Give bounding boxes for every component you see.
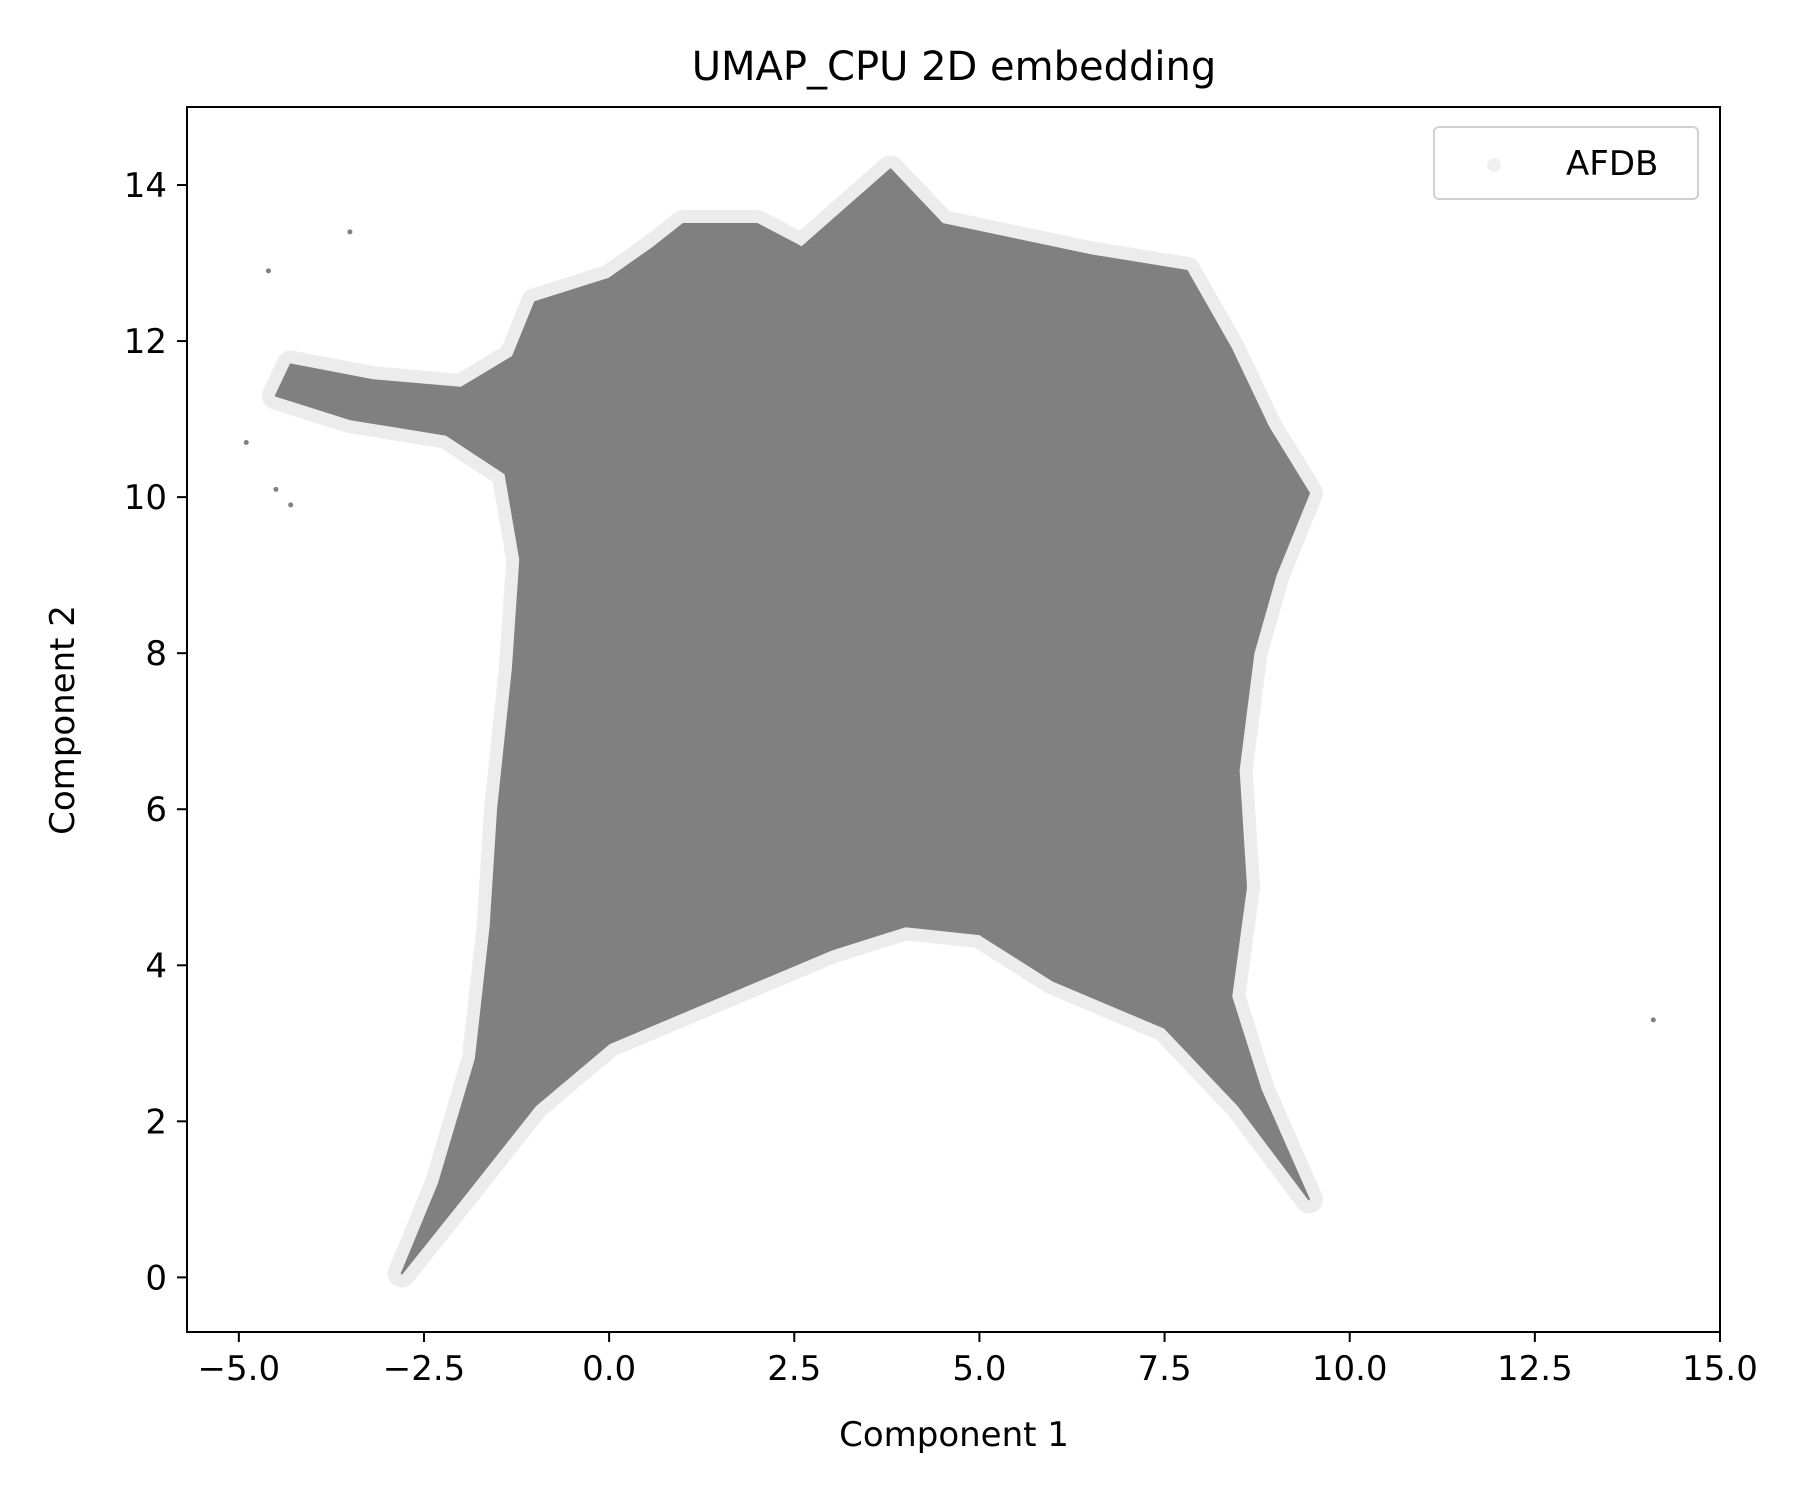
outlier-point	[265, 268, 271, 274]
y-tick-label: 14	[124, 166, 167, 206]
y-tick-label: 4	[145, 946, 167, 986]
y-tick-label: 12	[124, 322, 167, 362]
outlier-point	[1650, 1017, 1656, 1023]
outlier-point	[288, 502, 294, 508]
legend-box	[1433, 126, 1699, 200]
x-tick-label: 12.5	[1497, 1349, 1573, 1389]
outlier-point	[243, 440, 249, 446]
x-tick-label: 0.0	[582, 1349, 636, 1389]
x-tick-label: −5.0	[198, 1349, 281, 1389]
x-tick-label: 10.0	[1312, 1349, 1388, 1389]
x-axis: −5.0 −2.5 0.0 2.5 5.0 7.5 10.0 12.5 15.0	[198, 1332, 1758, 1389]
y-axis: 0 2 4 6 8 10 12 14	[124, 166, 187, 1298]
legend-label: AFDB	[1566, 144, 1658, 184]
y-tick-label: 2	[145, 1102, 167, 1142]
x-tick-label: 5.0	[952, 1349, 1006, 1389]
plot-area	[243, 155, 1656, 1288]
legend-marker	[1487, 158, 1501, 172]
x-tick-label: 15.0	[1682, 1349, 1758, 1389]
x-tick-label: −2.5	[383, 1349, 466, 1389]
y-tick-label: 10	[124, 478, 167, 518]
axes-frame	[186, 106, 1721, 1333]
y-axis-label: Component 2	[43, 605, 83, 835]
y-tick-label: 6	[145, 790, 167, 830]
chart-title: UMAP_CPU 2D embedding	[692, 44, 1217, 90]
y-tick-label: 0	[145, 1258, 167, 1298]
legend: AFDB	[1433, 126, 1699, 200]
x-tick-label: 7.5	[1138, 1349, 1192, 1389]
outlier-point	[273, 486, 279, 492]
point-cloud-core	[274, 168, 1310, 1275]
y-tick-label: 8	[145, 634, 167, 674]
x-axis-label: Component 1	[839, 1415, 1069, 1455]
outlier-point	[347, 229, 353, 235]
x-tick-label: 2.5	[767, 1349, 821, 1389]
